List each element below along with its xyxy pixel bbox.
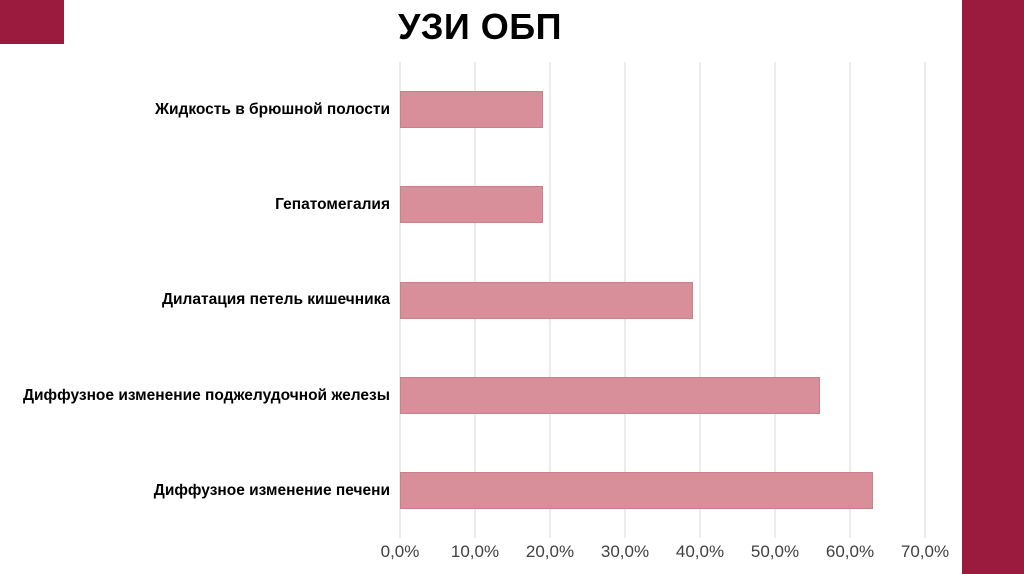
- chart-title: УЗИ ОБП: [397, 6, 563, 47]
- category-label: Жидкость в брюшной полости: [154, 100, 390, 118]
- bar: [400, 281, 693, 319]
- category-label: Дилатация петель кишечника: [161, 291, 390, 309]
- x-tick-label: 40,0%: [675, 542, 725, 561]
- x-tick-label: 50,0%: [750, 542, 800, 561]
- x-tick-label: 30,0%: [600, 542, 650, 561]
- x-axis: 0,0% 10,0% 20,0% 30,0% 40,0% 50,0% 60,0% 70,0%: [381, 540, 949, 568]
- category-label: Диффузное изменение печени: [153, 481, 390, 499]
- right-accent-stripe: [962, 0, 1024, 574]
- bar: [400, 186, 543, 224]
- x-tick-label: 70,0%: [900, 542, 950, 561]
- gridline: [699, 62, 701, 538]
- category-label: Диффузное изменение поджелудочной железы: [22, 386, 390, 404]
- x-tick-label: 10,0%: [450, 542, 500, 561]
- bar: [400, 376, 820, 414]
- bar: [400, 471, 873, 509]
- x-tick-label: 20,0%: [525, 542, 575, 561]
- corner-accent-square: [0, 0, 64, 44]
- gridline: [849, 62, 851, 538]
- gridline: [924, 62, 926, 538]
- plot-area: [399, 62, 926, 538]
- x-tick-label: 60,0%: [825, 542, 875, 561]
- gridline: [774, 62, 776, 538]
- bar-chart: Жидкость в брюшной полости Гепатомегалия Д…: [0, 62, 960, 538]
- category-label: Гепатомегалия: [275, 196, 390, 214]
- bar: [400, 91, 543, 129]
- category-labels: Жидкость в брюшной полости Гепатомегалия Д…: [0, 62, 390, 538]
- x-tick-label: 0,0%: [380, 542, 420, 561]
